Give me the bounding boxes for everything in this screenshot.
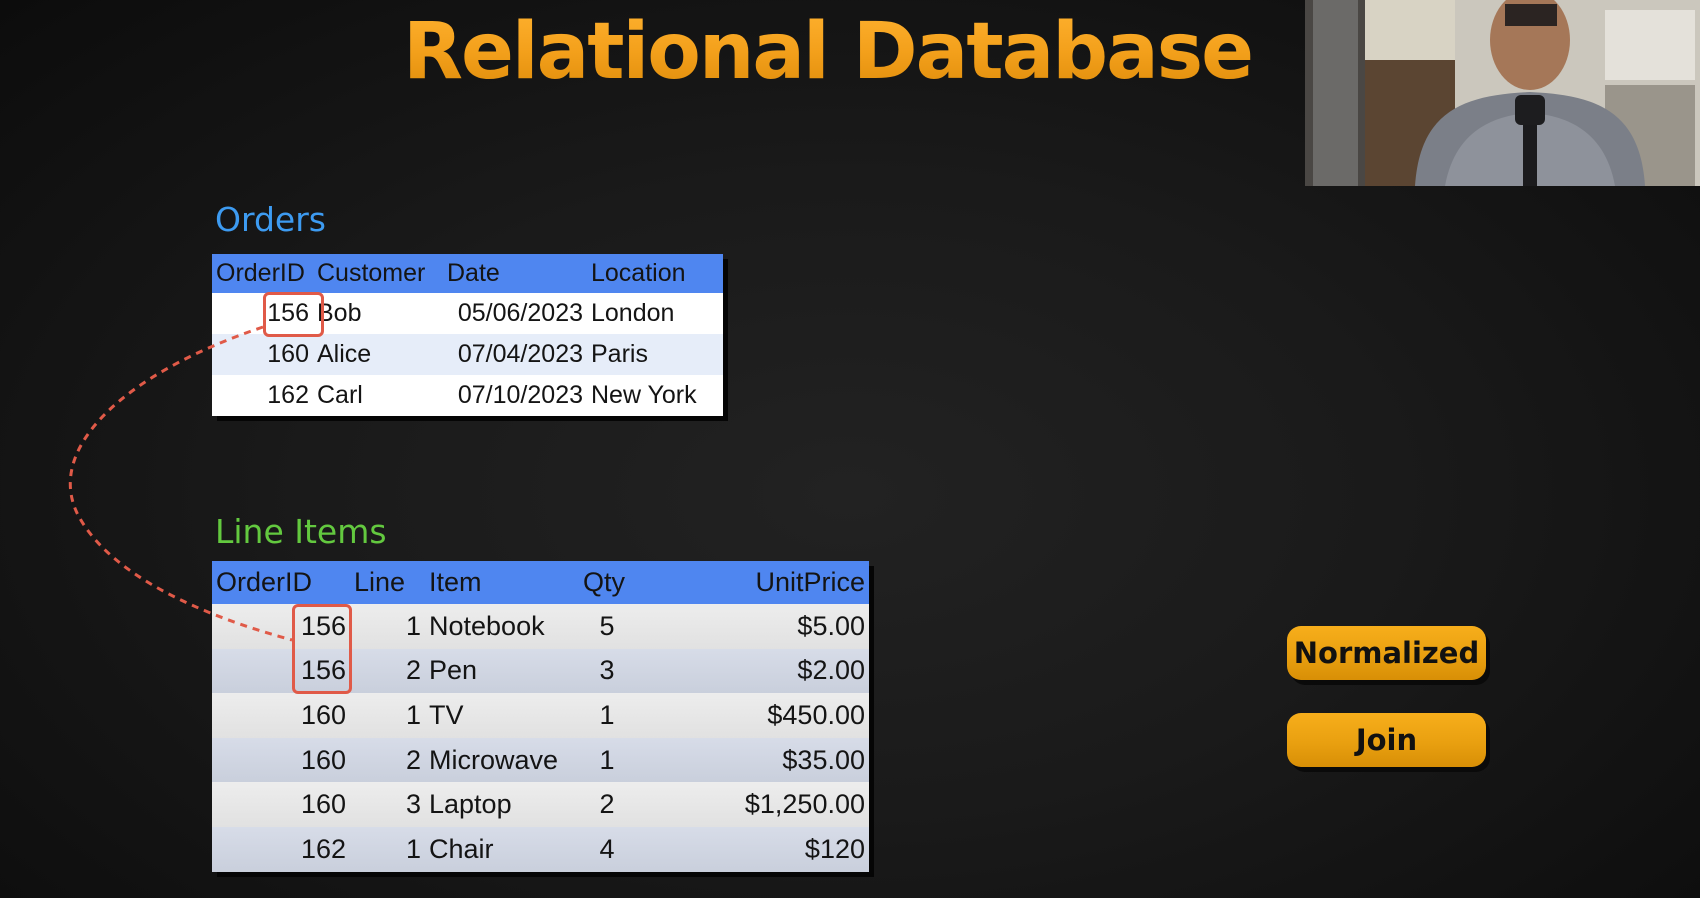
line-cell: 1	[350, 826, 425, 872]
item-cell: Pen	[425, 648, 579, 694]
normalized-button[interactable]: Normalized	[1287, 626, 1486, 680]
line-items-header-row: OrderID Line Item Qty UnitPrice	[212, 561, 869, 604]
order-id-cell: 162	[212, 826, 350, 872]
page-title: Relational Database	[370, 4, 1285, 100]
customer-cell: Alice	[313, 334, 443, 375]
orders-col-date: Date	[443, 254, 587, 293]
order-id-cell: 156	[212, 648, 350, 694]
line-items-col-line: Line	[350, 561, 425, 604]
item-cell: TV	[425, 693, 579, 738]
unit-price-cell: $35.00	[635, 737, 869, 783]
order-id-cell: 160	[212, 782, 350, 827]
unit-price-cell: $120	[635, 826, 869, 872]
qty-cell: 5	[579, 604, 635, 649]
table-row: 156 Bob 05/06/2023 London	[212, 293, 723, 334]
line-items-col-unitprice: UnitPrice	[635, 561, 869, 604]
table-row: 160 3 Laptop 2 $1,250.00	[212, 782, 869, 827]
orders-col-orderid: OrderID	[212, 254, 313, 293]
line-cell: 3	[350, 782, 425, 827]
table-row: 156 1 Notebook 5 $5.00	[212, 604, 869, 649]
line-items-table-title: Line Items	[215, 512, 387, 551]
location-cell: New York	[587, 375, 723, 416]
orders-col-location: Location	[587, 254, 723, 293]
location-cell: Paris	[587, 334, 723, 375]
table-row: 160 1 TV 1 $450.00	[212, 693, 869, 738]
order-id-cell: 162	[212, 375, 313, 416]
unit-price-cell: $5.00	[635, 604, 869, 649]
qty-cell: 4	[579, 826, 635, 872]
orders-table-title: Orders	[215, 200, 326, 239]
orders-table: OrderID Customer Date Location 156 Bob 0…	[212, 254, 723, 416]
unit-price-cell: $1,250.00	[635, 782, 869, 827]
date-cell: 05/06/2023	[443, 293, 587, 334]
table-row: 156 2 Pen 3 $2.00	[212, 648, 869, 694]
line-items-orderid-156-highlight	[292, 604, 352, 694]
qty-cell: 2	[579, 782, 635, 827]
item-cell: Microwave	[425, 737, 579, 783]
line-cell: 1	[350, 604, 425, 649]
orders-orderid-156-highlight	[263, 292, 324, 337]
line-items-col-qty: Qty	[579, 561, 635, 604]
customer-cell: Carl	[313, 375, 443, 416]
line-cell: 2	[350, 737, 425, 783]
table-row: 160 Alice 07/04/2023 Paris	[212, 334, 723, 375]
line-items-col-item: Item	[425, 561, 579, 604]
table-row: 162 Carl 07/10/2023 New York	[212, 375, 723, 416]
customer-cell: Bob	[313, 293, 443, 334]
date-cell: 07/10/2023	[443, 375, 587, 416]
line-items-col-orderid: OrderID	[212, 561, 350, 604]
line-cell: 2	[350, 648, 425, 694]
item-cell: Notebook	[425, 604, 579, 649]
line-cell: 1	[350, 693, 425, 738]
order-id-cell: 156	[212, 604, 350, 649]
line-items-table: OrderID Line Item Qty UnitPrice 156 1 No…	[212, 561, 869, 872]
qty-cell: 1	[579, 737, 635, 783]
unit-price-cell: $2.00	[635, 648, 869, 694]
order-id-cell: 160	[212, 334, 313, 375]
item-cell: Laptop	[425, 782, 579, 827]
webcam-scene-image	[1305, 0, 1700, 186]
date-cell: 07/04/2023	[443, 334, 587, 375]
qty-cell: 3	[579, 648, 635, 694]
orders-header-row: OrderID Customer Date Location	[212, 254, 723, 293]
join-button[interactable]: Join	[1287, 713, 1486, 767]
order-id-cell: 160	[212, 737, 350, 783]
presenter-webcam-video	[1305, 0, 1700, 186]
order-id-cell: 160	[212, 693, 350, 738]
qty-cell: 1	[579, 693, 635, 738]
location-cell: London	[587, 293, 723, 334]
orders-col-customer: Customer	[313, 254, 443, 293]
table-row: 162 1 Chair 4 $120	[212, 826, 869, 872]
unit-price-cell: $450.00	[635, 693, 869, 738]
item-cell: Chair	[425, 826, 579, 872]
table-row: 160 2 Microwave 1 $35.00	[212, 737, 869, 783]
